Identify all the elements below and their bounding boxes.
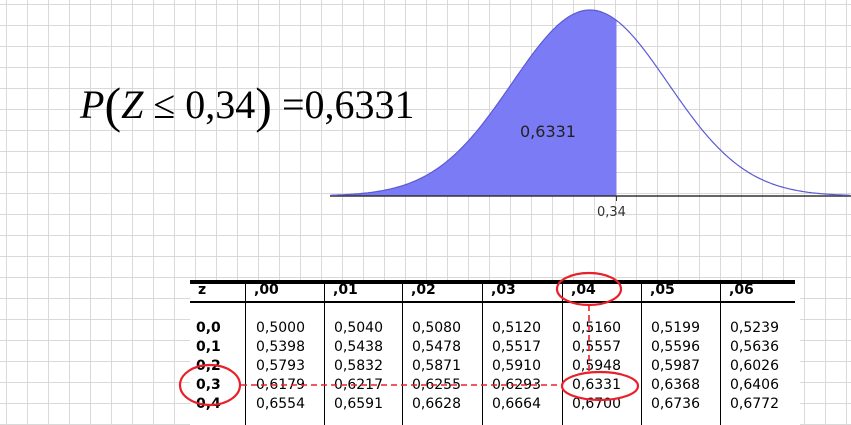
header-col-03: ,03 xyxy=(491,282,516,298)
table-cell: 0,6554 xyxy=(256,396,305,412)
table-cell: 0,5832 xyxy=(334,358,383,374)
table-cell: 0,6026 xyxy=(730,358,779,374)
row-label: 0,1 xyxy=(196,339,221,355)
header-col-04: ,04 xyxy=(571,282,596,298)
table-cell: 0,5517 xyxy=(492,339,541,355)
table-cell: 0,6368 xyxy=(651,377,700,393)
table-cell: 0,5478 xyxy=(412,339,461,355)
table-cell: 0,6217 xyxy=(334,377,383,393)
table-cell: 0,5557 xyxy=(572,339,621,355)
table-cell: 0,6736 xyxy=(651,396,700,412)
table-cell: 0,6664 xyxy=(492,396,541,412)
formula-equals: = xyxy=(281,82,305,127)
area-label: 0,6331 xyxy=(520,122,576,141)
column-divider xyxy=(482,280,483,425)
probability-formula: P(Z ≤ 0,34) =0,6331 xyxy=(80,76,415,134)
formula-z: Z xyxy=(121,82,144,127)
result-highlight-ellipse xyxy=(560,370,640,402)
table-cell: 0,5987 xyxy=(651,358,700,374)
table-cell: 0,5239 xyxy=(730,320,779,336)
table-cell: 0,6772 xyxy=(730,396,779,412)
table-cell: 0,6628 xyxy=(412,396,461,412)
table-cell: 0,6406 xyxy=(730,377,779,393)
row-label: 0,0 xyxy=(196,320,221,336)
table-cell-highlighted: 0,6331 xyxy=(572,377,621,393)
header-col-00: ,00 xyxy=(254,282,279,298)
column-divider xyxy=(562,280,563,425)
table-cell: 0,5871 xyxy=(412,358,461,374)
table-cell: 0,5636 xyxy=(730,339,779,355)
formula-result: 0,6331 xyxy=(304,82,415,127)
column-highlight-ellipse xyxy=(555,271,623,307)
column-divider xyxy=(641,280,642,425)
column-divider xyxy=(402,280,403,425)
header-col-06: ,06 xyxy=(729,282,754,298)
table-cell: 0,5000 xyxy=(256,320,305,336)
table-cell: 0,5199 xyxy=(651,320,700,336)
tick-label: 0,34 xyxy=(597,205,626,220)
table-cell: 0,5948 xyxy=(572,358,621,374)
table-header-border xyxy=(190,301,795,303)
table-top-border xyxy=(190,280,795,284)
table-cell: 0,5910 xyxy=(492,358,541,374)
column-divider xyxy=(324,280,325,425)
table-cell: 0,5040 xyxy=(334,320,383,336)
table-cell: 0,5596 xyxy=(651,339,700,355)
table-cell: 0,5438 xyxy=(334,339,383,355)
formula-close-paren: ) xyxy=(255,77,272,133)
table-cell: 0,6591 xyxy=(334,396,383,412)
normal-distribution-plot: 0,6331 0,34 xyxy=(329,9,851,220)
header-col-02: ,02 xyxy=(411,282,436,298)
table-cell: 0,5160 xyxy=(572,320,621,336)
formula-open-paren: ( xyxy=(104,77,122,133)
header-col-05: ,05 xyxy=(650,282,675,298)
row-highlight-ellipse xyxy=(178,363,242,407)
z-table: z ,00 ,01 ,02 ,03 ,04 ,05 ,06 0,0 0,5000… xyxy=(190,280,800,425)
table-cell: 0,5398 xyxy=(256,339,305,355)
table-cell: 0,5793 xyxy=(256,358,305,374)
table-cell: 0,5080 xyxy=(412,320,461,336)
row-label-highlighted: 0,3 xyxy=(196,377,221,393)
shaded-area xyxy=(330,10,617,196)
header-z: z xyxy=(198,282,207,298)
table-cell: 0,5120 xyxy=(492,320,541,336)
formula-p: P xyxy=(80,82,105,127)
column-divider xyxy=(720,280,721,425)
column-divider xyxy=(245,280,246,425)
formula-z-value: 0,34 xyxy=(185,82,256,127)
table-cell: 0,6179 xyxy=(256,377,305,393)
bell-curve-line xyxy=(329,9,851,196)
formula-leq: ≤ xyxy=(153,82,176,127)
header-col-01: ,01 xyxy=(333,282,358,298)
